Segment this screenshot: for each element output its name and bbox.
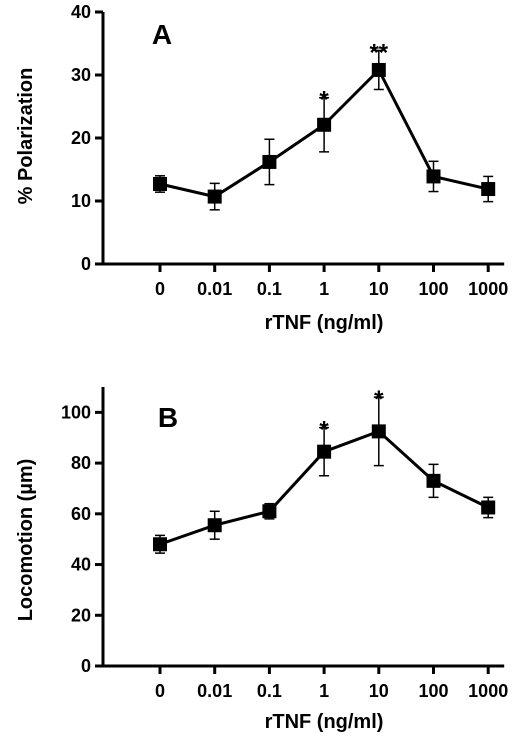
x-tick-label: 100 (418, 681, 448, 701)
y-tick-label: 40 (71, 555, 91, 575)
panel-letter: B (158, 402, 178, 433)
data-point (207, 189, 222, 204)
significance-label: * (374, 386, 384, 413)
y-axis-title: Locomotion (µm) (15, 459, 37, 622)
y-tick-label: 10 (71, 191, 91, 211)
significance-label: ** (369, 39, 388, 66)
x-tick-label: 0.01 (197, 681, 232, 701)
data-point (153, 176, 167, 191)
x-tick-label: 100 (418, 279, 448, 299)
data-point (317, 444, 332, 459)
x-tick-label: 0 (155, 681, 165, 701)
data-point (262, 504, 277, 519)
x-axis-title: rTNF (ng/ml) (265, 711, 384, 733)
data-point (426, 169, 441, 184)
y-tick-label: 100 (61, 402, 91, 422)
chart-panel-b: B Locomotion (µm) rTNF (ng/ml) 0 20 40 60 80… (15, 386, 508, 733)
x-axis-title: rTNF (ng/ml) (265, 312, 384, 334)
y-tick-label: 40 (71, 2, 91, 22)
x-tick-label: 1 (319, 279, 329, 299)
x-tick-label: 0.1 (257, 279, 282, 299)
x-tick-label: 0.01 (197, 279, 232, 299)
data-point (371, 424, 386, 439)
data-point (153, 537, 167, 552)
y-tick-label: 60 (71, 504, 91, 524)
y-axis-title: % Polarization (15, 68, 37, 205)
data-point (371, 62, 386, 77)
x-tick-label: 1000 (468, 279, 508, 299)
x-tick-label: 1 (319, 681, 329, 701)
y-tick-label: 0 (81, 656, 91, 676)
y-tick-label: 80 (71, 453, 91, 473)
data-point (481, 500, 496, 515)
significance-label: * (319, 87, 329, 114)
significance-label: * (319, 417, 329, 444)
x-tick-label: 0 (155, 279, 165, 299)
x-tick-label: 0.1 (257, 681, 282, 701)
data-point (262, 154, 277, 169)
data-point (481, 182, 496, 197)
x-tick-label: 10 (369, 681, 389, 701)
chart-panel-a: A % Polarization rTNF (ng/ml) 0102030400… (15, 2, 508, 334)
y-tick-label: 20 (71, 128, 91, 148)
y-tick-label: 0 (81, 254, 91, 274)
data-point (207, 518, 222, 533)
y-tick-label: 20 (71, 605, 91, 625)
x-tick-label: 10 (369, 279, 389, 299)
x-tick-label: 1000 (468, 681, 508, 701)
data-point (426, 473, 441, 488)
panel-letter: A (152, 19, 172, 50)
y-tick-label: 30 (71, 65, 91, 85)
data-point (317, 117, 332, 132)
